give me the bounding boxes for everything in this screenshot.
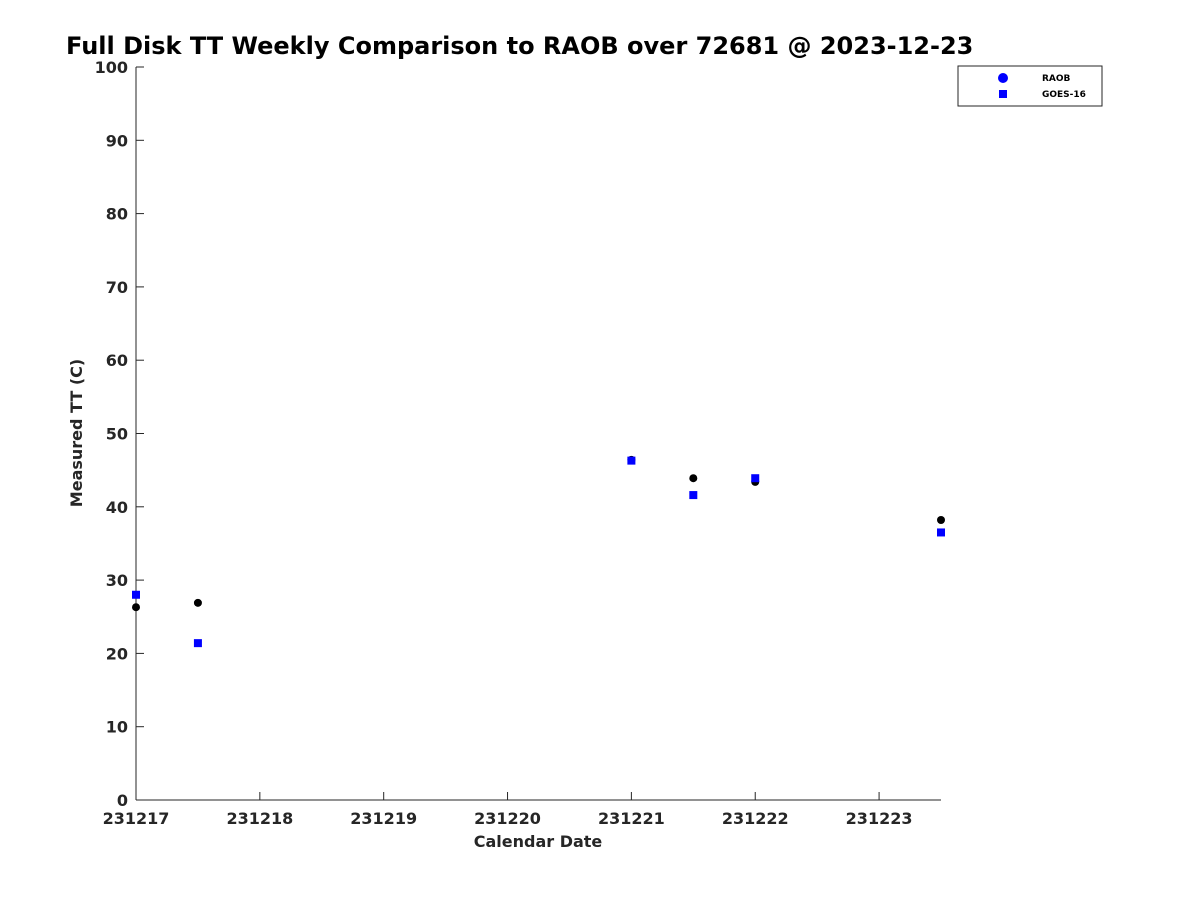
legend-label: GOES-16 <box>1042 90 1086 100</box>
y-tick-label: 40 <box>106 498 128 517</box>
y-tick-label: 50 <box>106 425 128 444</box>
data-points <box>132 455 945 648</box>
y-tick-label: 90 <box>106 131 128 150</box>
x-tick-label: 231218 <box>226 809 293 828</box>
raob-point <box>132 603 140 612</box>
y-tick-label: 10 <box>106 718 128 737</box>
axes <box>135 67 941 801</box>
x-tick-label: 231221 <box>598 809 665 828</box>
series-raob <box>132 455 945 612</box>
x-tick-label: 231220 <box>474 809 541 828</box>
y-tick-label: 80 <box>106 205 128 224</box>
goes-point <box>937 528 945 537</box>
y-tick-label: 70 <box>106 278 128 297</box>
chart-title: Full Disk TT Weekly Comparison to RAOB o… <box>66 32 973 60</box>
x-tick-label: 231223 <box>846 809 913 828</box>
goes-point <box>689 491 698 500</box>
x-tick-label: 231217 <box>103 809 170 828</box>
goes-point <box>627 456 636 465</box>
legend-box <box>957 65 1103 107</box>
legend: RAOB GOES-16 <box>957 65 1103 107</box>
raob-point <box>937 515 945 524</box>
y-tick-label: 60 <box>106 351 128 370</box>
legend-marker-raob <box>998 73 1008 83</box>
series-goes-16 <box>132 456 945 648</box>
x-tick-label: 231222 <box>722 809 789 828</box>
goes-point <box>751 474 760 483</box>
ticks: 0 10 20 30 40 50 60 70 80 90 100 231217 231218 231219… <box>95 58 913 828</box>
y-tick-label: 20 <box>106 644 128 663</box>
raob-point <box>193 598 202 607</box>
legend-label: RAOB <box>1042 74 1071 84</box>
x-tick-label: 231219 <box>350 809 417 828</box>
raob-point <box>689 474 698 483</box>
y-tick-label: 30 <box>106 571 128 590</box>
goes-point <box>132 590 140 599</box>
y-axis-label: Measured TT (C) <box>67 359 86 507</box>
y-tick-label: 100 <box>95 58 128 77</box>
y-tick-label: 0 <box>117 791 128 810</box>
goes-point <box>193 639 202 648</box>
legend-marker-goes <box>999 90 1007 98</box>
x-axis-label: Calendar Date <box>474 832 603 851</box>
